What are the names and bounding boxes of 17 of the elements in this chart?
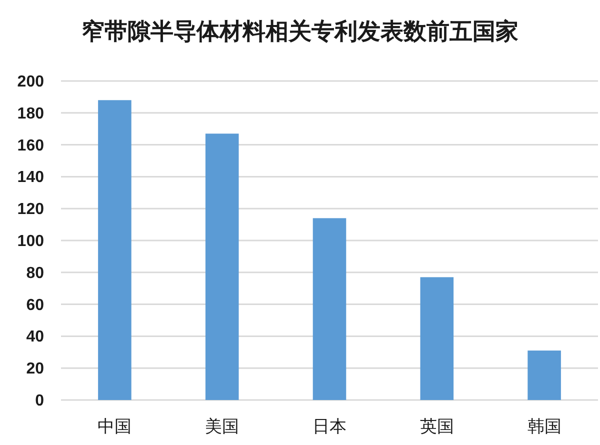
y-tick-label: 20: [26, 360, 44, 378]
x-tick-label: 韩国: [527, 417, 562, 437]
y-tick-label: 180: [17, 105, 44, 122]
x-tick-label: 英国: [420, 417, 454, 437]
chart-title: 窄带隙半导体材料相关专利发表数前五国家: [82, 18, 518, 45]
y-tick-label: 100: [17, 233, 44, 250]
y-tick-label: 0: [35, 392, 44, 410]
y-tick-label: 80: [26, 264, 44, 282]
y-tick-label: 200: [17, 74, 44, 90]
x-tick-label: 美国: [205, 417, 240, 437]
x-tick-label: 中国: [98, 417, 132, 437]
y-tick-label: 60: [26, 296, 44, 314]
y-tick-label: 120: [17, 201, 44, 218]
y-tick-label: 160: [17, 137, 44, 154]
x-tick-label: 日本: [312, 417, 346, 437]
y-tick-label: 140: [17, 169, 44, 186]
y-tick-label: 40: [26, 328, 44, 346]
